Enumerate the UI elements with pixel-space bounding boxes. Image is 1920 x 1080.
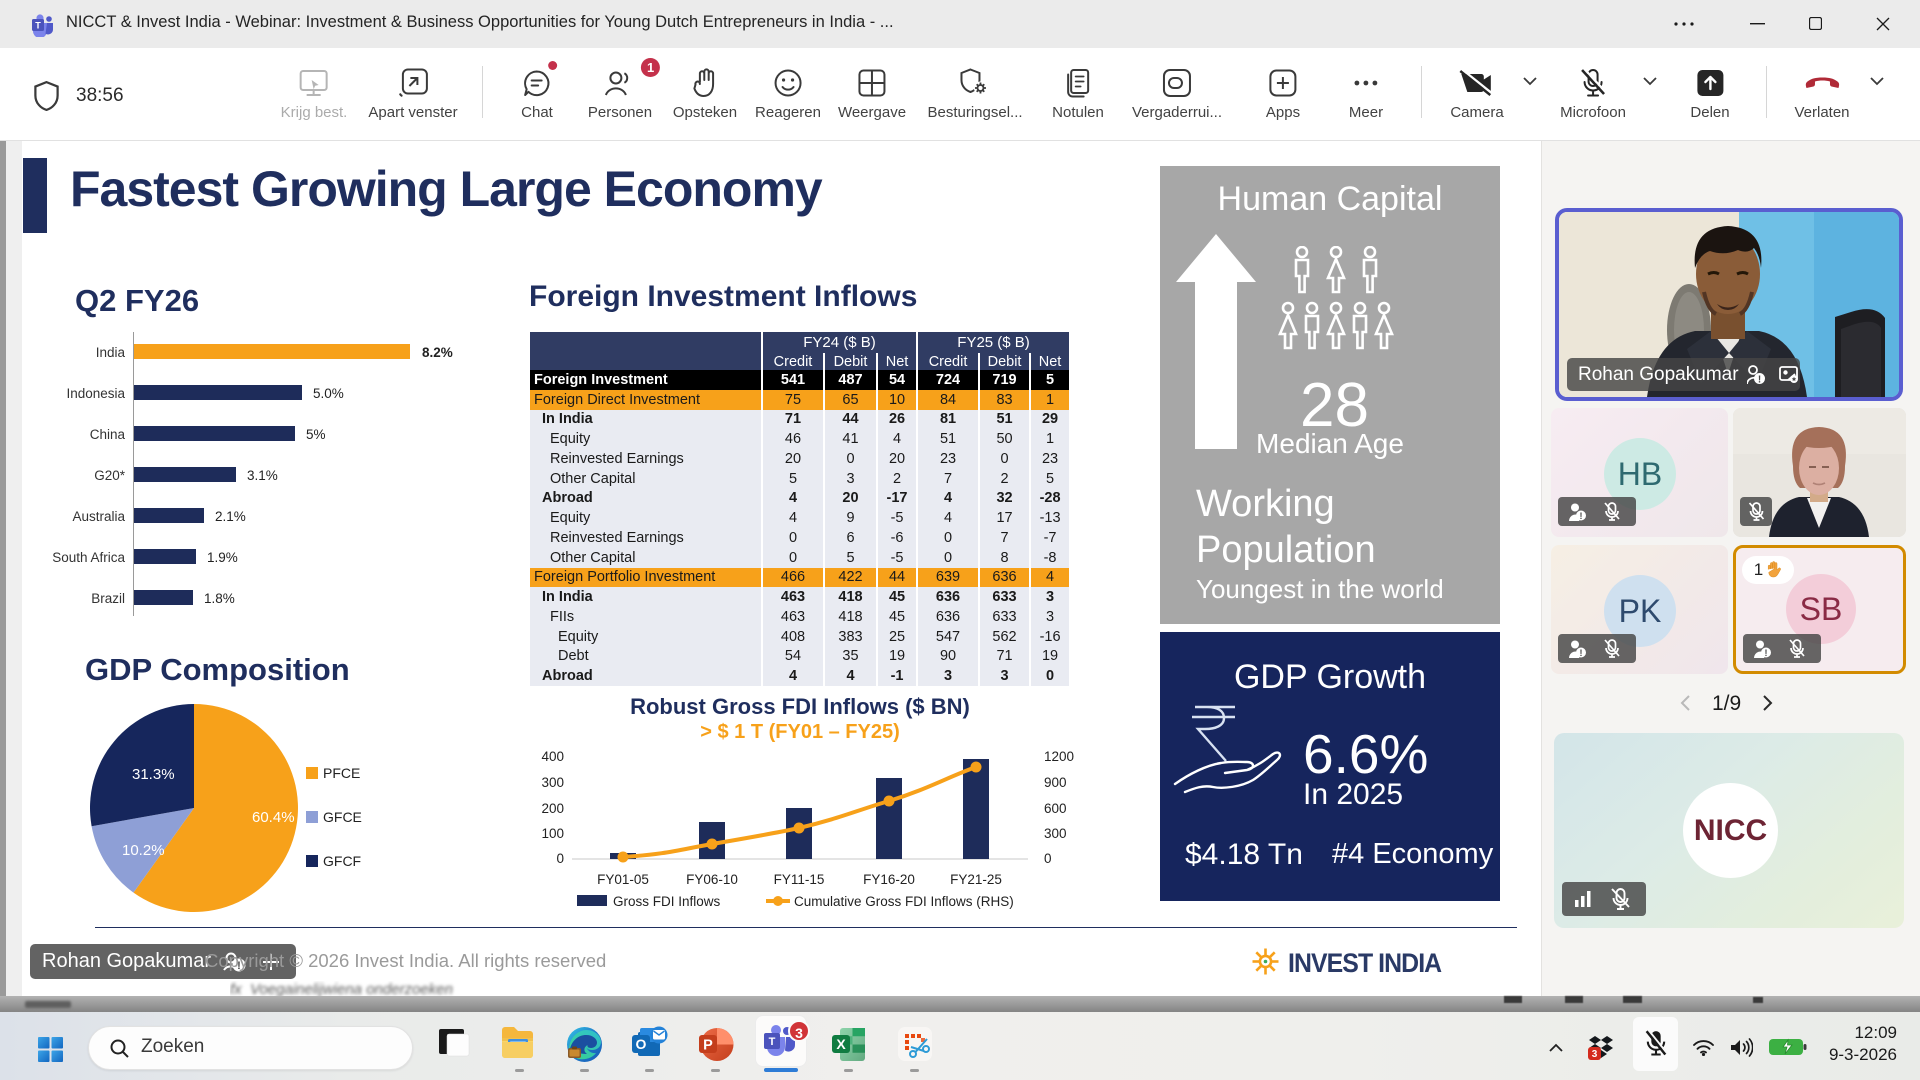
svg-text:P: P xyxy=(703,1038,713,1054)
svg-text:0: 0 xyxy=(1044,851,1052,866)
svg-text:!: ! xyxy=(1765,648,1768,658)
svg-text:!: ! xyxy=(1757,374,1760,385)
svg-text:T: T xyxy=(35,21,41,31)
svg-text:200: 200 xyxy=(541,801,564,816)
svg-text:FY01-05: FY01-05 xyxy=(597,872,649,887)
svg-text:900: 900 xyxy=(1044,775,1067,790)
svg-text:!: ! xyxy=(1580,648,1583,658)
svg-text:FY16-20: FY16-20 xyxy=(863,872,915,887)
svg-text:3: 3 xyxy=(1592,1049,1598,1060)
svg-text:!: ! xyxy=(1580,511,1583,521)
svg-text:600: 600 xyxy=(1044,801,1067,816)
svg-text:Cumulative Gross FDI Inflows (: Cumulative Gross FDI Inflows (RHS) xyxy=(794,894,1014,909)
svg-text:!: ! xyxy=(237,960,241,972)
svg-text:T: T xyxy=(769,1036,776,1048)
svg-text:300: 300 xyxy=(541,775,564,790)
svg-text:O: O xyxy=(636,1036,647,1052)
svg-text:FY21-25: FY21-25 xyxy=(950,872,1002,887)
svg-text:FY11-15: FY11-15 xyxy=(774,872,825,887)
svg-text:Gross FDI Inflows: Gross FDI Inflows xyxy=(613,894,721,909)
svg-text:0: 0 xyxy=(556,851,564,866)
svg-text:X: X xyxy=(836,1036,846,1052)
svg-text:400: 400 xyxy=(541,749,564,764)
svg-text:FY06-10: FY06-10 xyxy=(686,872,738,887)
svg-text:300: 300 xyxy=(1044,826,1067,841)
svg-text:100: 100 xyxy=(541,826,564,841)
svg-text:1200: 1200 xyxy=(1044,749,1074,764)
